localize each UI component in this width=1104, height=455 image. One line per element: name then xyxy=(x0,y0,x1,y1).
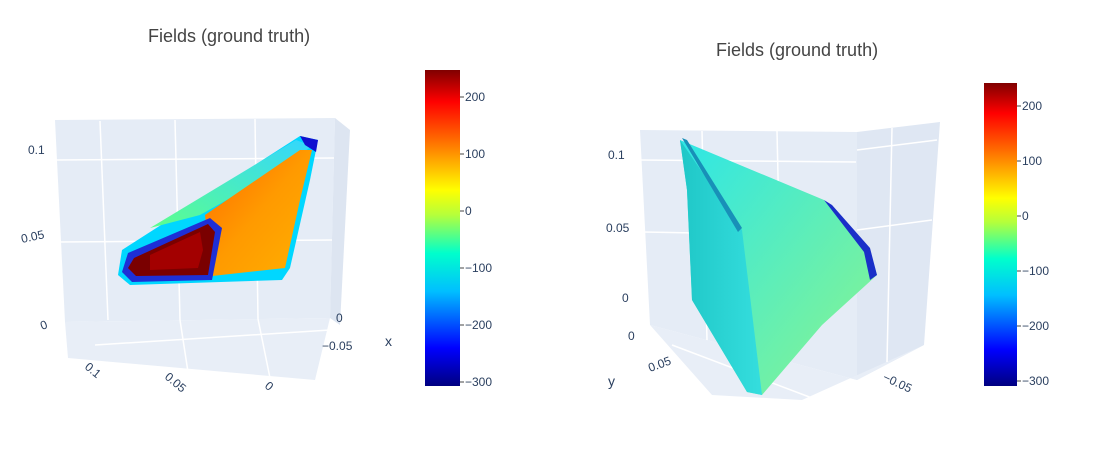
colorbar-tick-label: −100 xyxy=(1022,264,1049,278)
side-pane xyxy=(330,118,350,325)
z-tick-label: 0.1 xyxy=(608,148,625,162)
colorbar-tick-label: −300 xyxy=(1022,374,1049,388)
colorbar xyxy=(984,83,1017,386)
chart-title: Fields (ground truth) xyxy=(148,26,311,46)
y-tick-label: 0.1 xyxy=(82,360,104,382)
chart-right: Fields (ground truth) xyxy=(552,0,1104,455)
colorbar-ticks xyxy=(460,96,464,383)
field-surface xyxy=(680,138,877,395)
colorbar-tick-label: 200 xyxy=(465,90,485,104)
x-tick-label: −0.05 xyxy=(322,339,353,353)
z-tick-label: 0.05 xyxy=(20,227,46,246)
z-tick-label: 0 xyxy=(38,317,49,333)
x-tick-label: −0.05 xyxy=(881,370,915,396)
field-surface xyxy=(118,136,318,285)
colorbar-tick-label: 100 xyxy=(1022,154,1042,168)
colorbar-tick-label: 200 xyxy=(1022,99,1042,113)
z-tick-label: 0.05 xyxy=(606,221,630,235)
colorbar-tick-label: −100 xyxy=(465,261,492,275)
chart-left: Fields (ground truth) xyxy=(0,0,552,455)
floor-pane xyxy=(65,318,330,380)
y-tick-label: 0 xyxy=(262,379,276,394)
colorbar-ticks xyxy=(1017,105,1021,382)
colorbar-tick-label: 0 xyxy=(1022,209,1029,223)
x-axis-title: x xyxy=(385,333,392,349)
colorbar-tick-label: −300 xyxy=(465,375,492,389)
colorbar-tick-label: 0 xyxy=(465,204,472,218)
scene-left[interactable]: 0.1 0.05 0 0.1 0.05 0 0 −0.05 x 200 100 … xyxy=(0,0,552,455)
z-tick-label: 0.1 xyxy=(28,143,45,157)
z-tick-label: 0 xyxy=(622,291,629,305)
colorbar-tick-label: −200 xyxy=(465,318,492,332)
back-wall-right xyxy=(857,122,940,380)
colorbar-tick-label: −200 xyxy=(1022,319,1049,333)
colorbar-tick-label: 100 xyxy=(465,147,485,161)
y-axis-title: y xyxy=(608,373,615,389)
y-tick-label: 0 xyxy=(628,329,635,343)
y-tick-label: 0.05 xyxy=(646,354,673,375)
chart-title: Fields (ground truth) xyxy=(716,40,879,60)
scene-right[interactable]: 0.1 0.05 0 0 0.05 y −0.05 200 100 0 −100… xyxy=(552,0,1104,455)
y-tick-label: 0.05 xyxy=(162,370,189,396)
colorbar xyxy=(425,70,460,386)
x-tick-label: 0 xyxy=(336,311,343,325)
